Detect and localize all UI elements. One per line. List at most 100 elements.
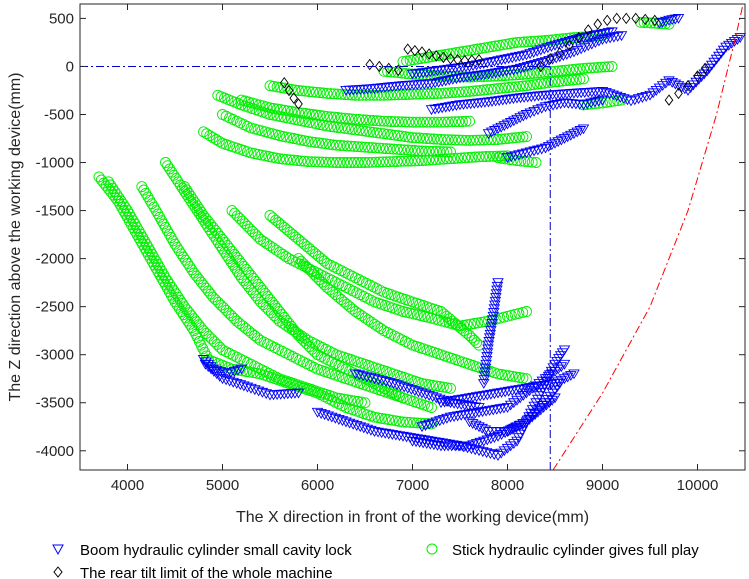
rear-tilt-point xyxy=(664,94,674,106)
boom-point xyxy=(525,61,538,71)
stick-point xyxy=(355,141,367,153)
boom-point xyxy=(543,101,556,112)
stick-point xyxy=(431,116,443,128)
legend-label-rear-tilt: The rear tilt limit of the whole machine xyxy=(80,565,333,579)
stick-point xyxy=(606,61,618,72)
stick-point xyxy=(420,154,432,166)
boom-point xyxy=(464,72,477,82)
stick-point xyxy=(459,152,471,164)
rear-tilt-point xyxy=(284,84,294,97)
stick-point xyxy=(268,80,280,92)
rear-tilt-point xyxy=(393,64,403,77)
rear-tilt-point xyxy=(403,43,413,55)
boom-point xyxy=(491,281,504,292)
stick-point xyxy=(359,312,371,324)
boom-point xyxy=(405,385,418,395)
stick-point xyxy=(284,154,296,166)
stick-point xyxy=(409,145,421,156)
reference-lines xyxy=(80,3,744,471)
boom-point xyxy=(720,42,732,53)
stick-point xyxy=(453,134,465,146)
boom-point xyxy=(442,64,454,75)
stick-point xyxy=(521,80,532,92)
boom-point xyxy=(539,143,552,154)
stick-point xyxy=(291,133,303,145)
boom-point xyxy=(197,355,210,365)
stick-point xyxy=(435,116,447,128)
boom-point xyxy=(430,417,443,428)
stick-point xyxy=(395,144,407,156)
stick-point xyxy=(206,333,218,345)
boom-point xyxy=(210,365,223,376)
stick-point xyxy=(485,83,497,95)
stick-point xyxy=(164,278,176,290)
stick-point xyxy=(172,291,184,303)
boom-point xyxy=(526,412,538,423)
boom-point xyxy=(492,278,504,289)
boom-point xyxy=(486,97,498,107)
stick-point xyxy=(399,67,411,79)
boom-point xyxy=(469,402,482,413)
stick-point xyxy=(496,82,508,94)
boom-point xyxy=(516,149,529,160)
stick-point xyxy=(638,17,650,28)
x-axis-ticks: 4000 5000 6000 7000 8000 9000 10000 xyxy=(111,4,718,494)
stick-point xyxy=(164,163,176,175)
stick-point xyxy=(367,126,379,138)
stick-point xyxy=(169,238,181,250)
stick-point xyxy=(267,242,279,254)
stick-point xyxy=(530,157,542,168)
stick-point xyxy=(168,169,180,181)
stick-point xyxy=(588,62,600,74)
stick-point xyxy=(277,248,289,260)
boom-point xyxy=(333,415,345,425)
stick-point xyxy=(165,232,177,243)
boom-point xyxy=(507,94,520,105)
stick-point xyxy=(480,151,492,162)
stick-point xyxy=(365,316,377,328)
stick-point xyxy=(187,193,199,205)
boom-point xyxy=(223,376,236,387)
stick-point xyxy=(252,124,264,136)
boom-point xyxy=(472,71,484,81)
boom-point xyxy=(531,46,543,57)
stick-point xyxy=(314,87,326,99)
stick-point xyxy=(446,116,458,128)
stick-point xyxy=(346,113,358,125)
stick-point xyxy=(263,151,275,162)
boom-point xyxy=(592,96,605,107)
stick-point xyxy=(417,116,429,128)
stick-point xyxy=(210,134,222,145)
stick-point xyxy=(448,153,460,164)
boom-point xyxy=(431,440,444,451)
stick-point xyxy=(338,157,350,168)
stick-point xyxy=(256,149,268,161)
boom-point xyxy=(436,77,448,87)
stick-point xyxy=(513,307,525,319)
stick-point xyxy=(563,74,575,86)
rear-tilt-point xyxy=(631,12,641,25)
stick-point xyxy=(303,108,315,120)
stick-point xyxy=(207,132,219,144)
stick-point xyxy=(298,335,310,347)
stick-point xyxy=(255,233,266,245)
stick-point xyxy=(570,74,582,86)
boom-point xyxy=(599,28,611,39)
stick-point xyxy=(500,38,512,50)
boom-point xyxy=(429,78,441,89)
stick-point xyxy=(496,369,508,380)
stick-point xyxy=(341,140,353,152)
stick-point xyxy=(385,116,397,127)
boom-point xyxy=(487,311,500,322)
boom-point xyxy=(227,377,239,388)
stick-point xyxy=(560,75,572,87)
boom-point xyxy=(434,416,446,427)
stick-point xyxy=(473,151,485,163)
stick-point xyxy=(488,83,500,95)
x-tick-label: 5000 xyxy=(206,477,239,494)
boom-point xyxy=(577,124,590,135)
rear-tilt-point xyxy=(700,62,710,75)
boom-point xyxy=(484,449,497,460)
stick-point xyxy=(510,371,522,383)
